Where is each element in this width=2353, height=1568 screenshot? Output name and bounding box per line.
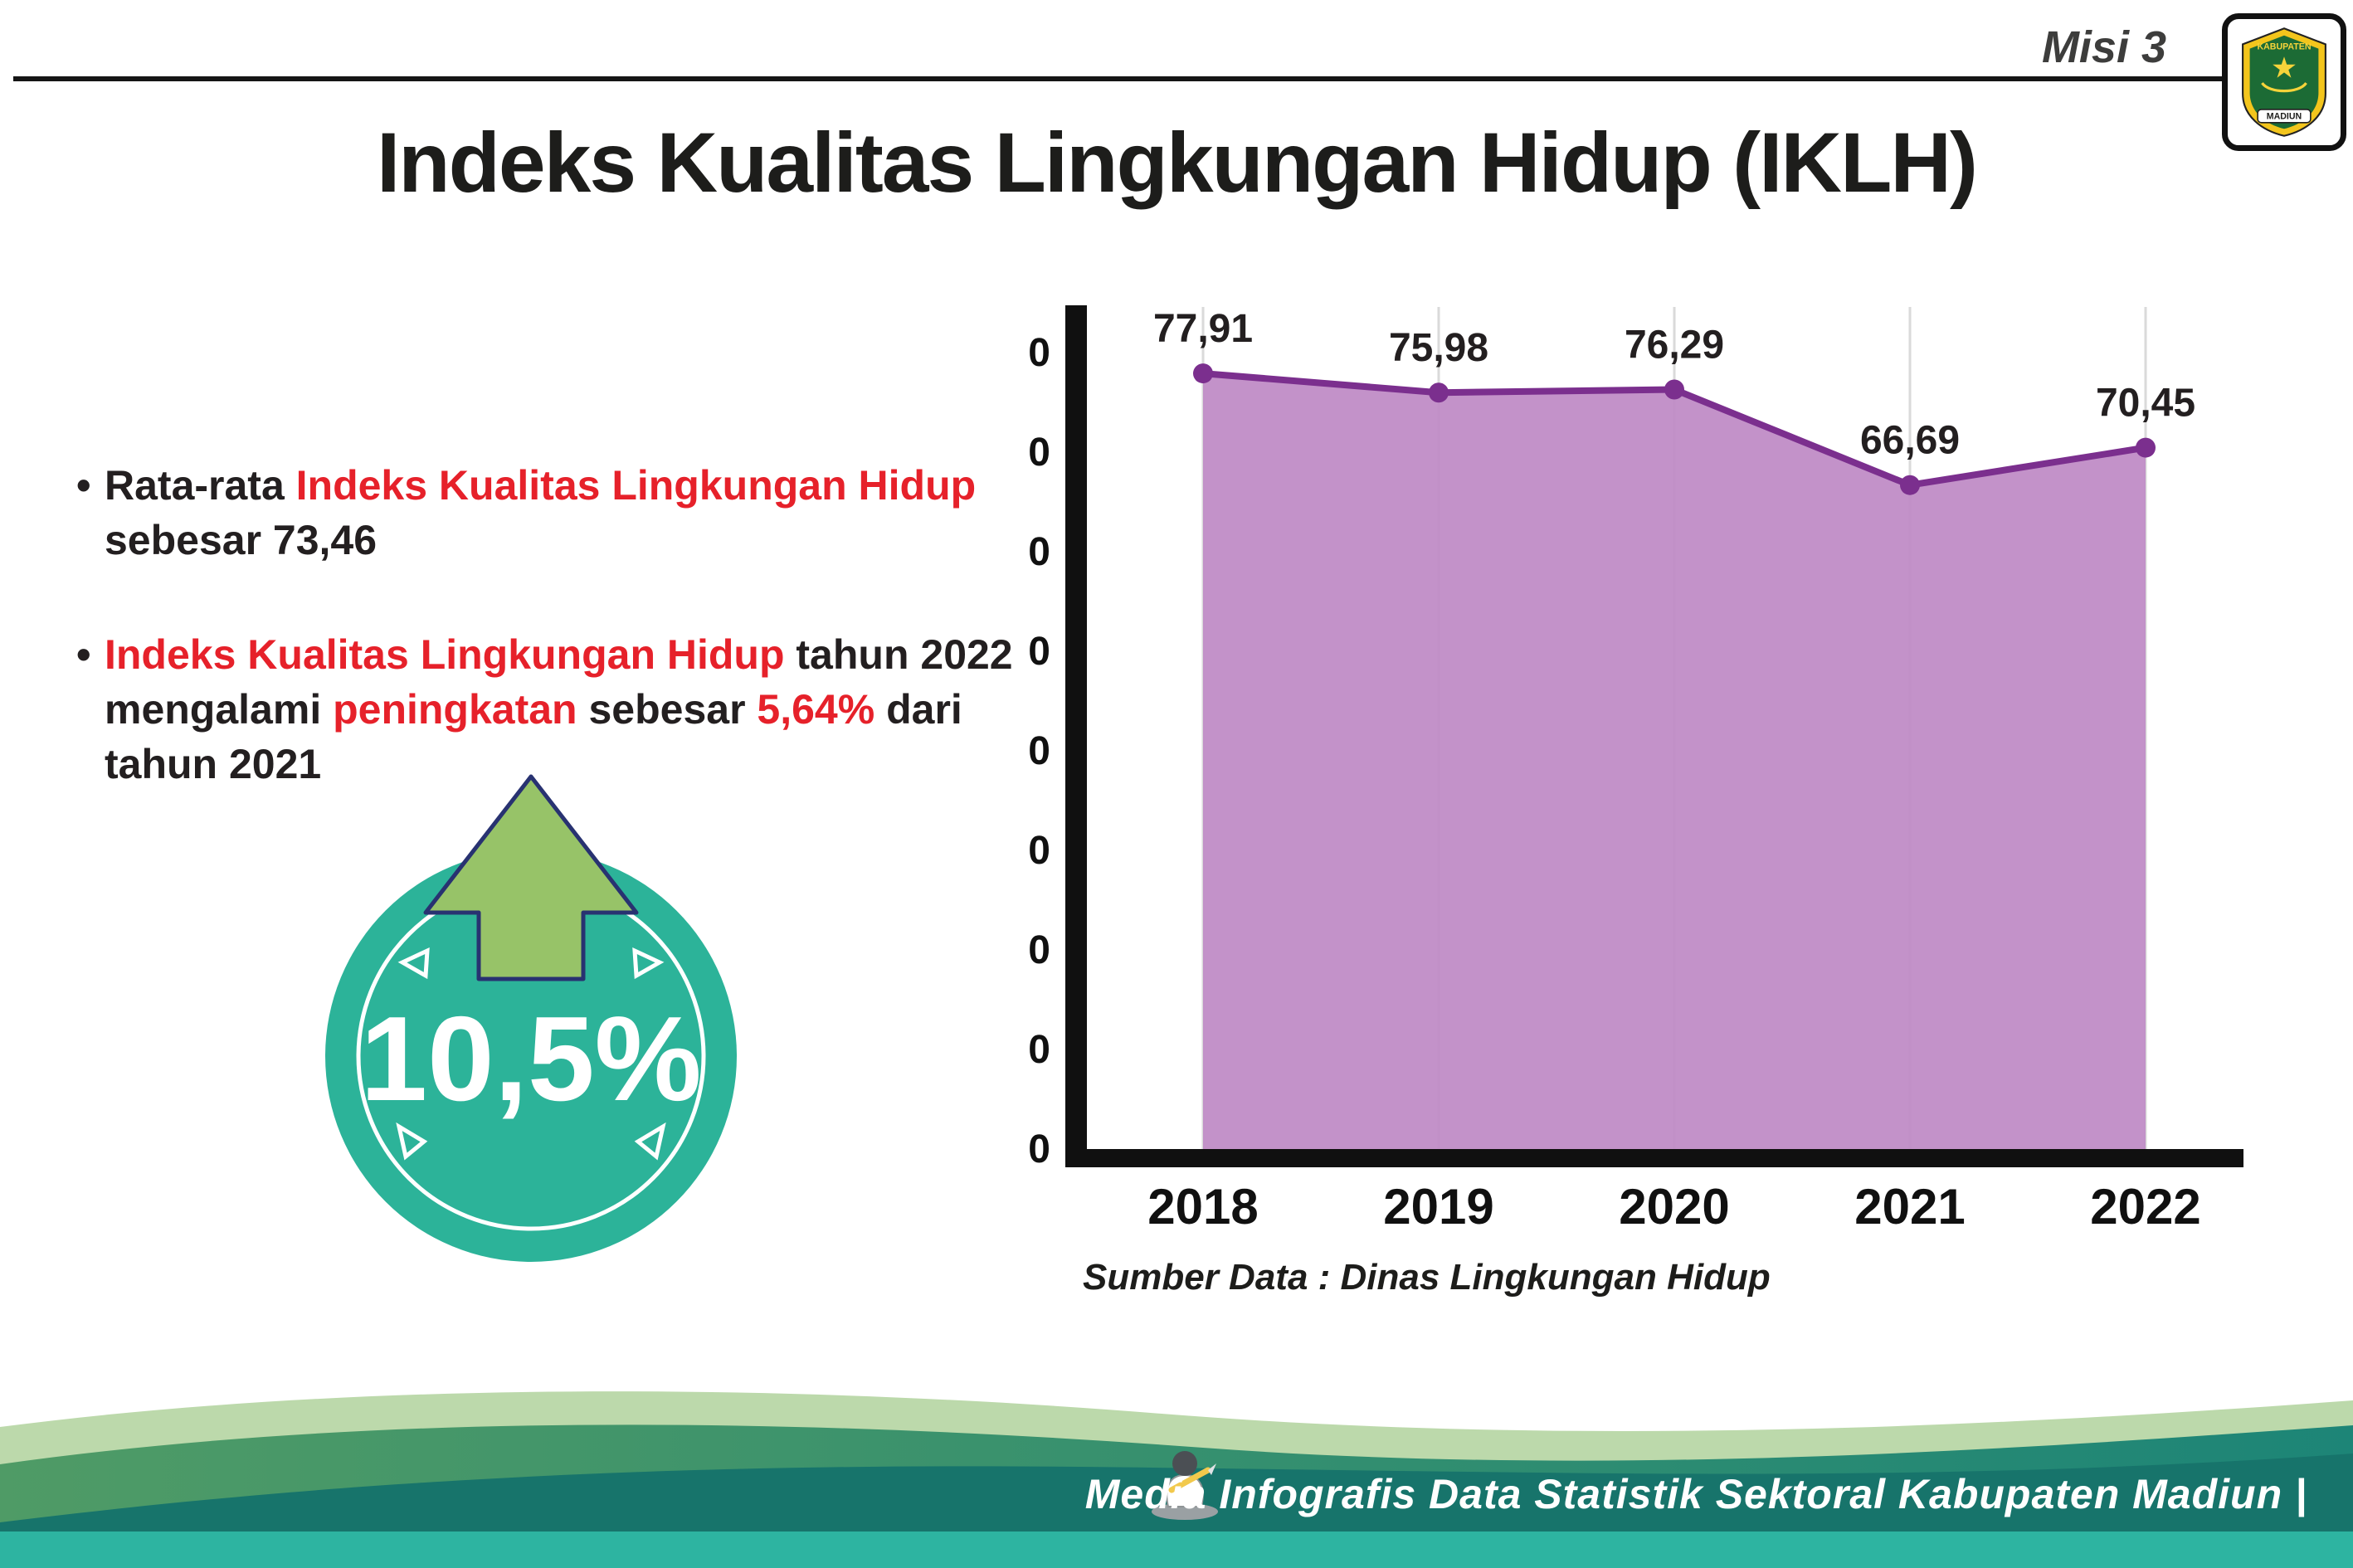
- bullet-text-segment: dari tahun 2021: [105, 686, 962, 787]
- misi-label: Misi 3: [2041, 22, 2166, 72]
- y-tick-label: 50: [1029, 630, 1050, 674]
- value-label: 76,29: [1625, 324, 1724, 368]
- crest-bottom-text: MADIUN: [2267, 112, 2302, 122]
- bullet-dot: •: [76, 631, 91, 678]
- x-tick-label: 2019: [1383, 1179, 1493, 1234]
- source-note: Sumber Data : Dinas Lingkungan Hidup: [1083, 1257, 1771, 1298]
- y-tick-label: 80: [1029, 331, 1050, 375]
- crest-top-text: KABUPATEN: [2257, 42, 2311, 52]
- writing-person-icon: [1152, 1451, 1218, 1520]
- kabupaten-madiun-crest-icon: KABUPATEN MADIUN: [2242, 27, 2326, 137]
- header-rule: [13, 76, 2227, 81]
- y-tick-label: 30: [1029, 829, 1050, 873]
- bullet-text-segment: 5,64%: [757, 686, 875, 733]
- y-tick-label: 60: [1029, 530, 1050, 574]
- bullet-dot: •: [76, 462, 91, 509]
- y-tick-label: 0: [1029, 1127, 1050, 1171]
- x-tick-label: 2021: [1854, 1179, 1965, 1234]
- bullet-text-segment: peningkatan: [333, 686, 577, 733]
- page-title: Indeks Kualitas Lingkungan Hidup (IKLH): [376, 115, 1978, 210]
- iklh-chart-svg: 77,91 75,98 76,29 66,69 70,45 0 10 20 30 40 50 60 70…: [1006, 305, 2243, 1234]
- data-point: [2136, 437, 2156, 458]
- x-axis: [1065, 1149, 2243, 1167]
- badge-ring-triangle: [632, 947, 665, 980]
- value-label: 77,91: [1153, 307, 1253, 351]
- y-tick-label: 20: [1029, 928, 1050, 972]
- footer-strip: [0, 1531, 2353, 1568]
- key-points: • Rata-rata Indeks Kualitas Lingkungan H…: [76, 458, 1047, 851]
- badge-ring-triangle: [397, 947, 430, 980]
- iklh-chart: 77,91 75,98 76,29 66,69 70,45 0 10 20 30 40 50 60 70…: [1006, 282, 2290, 1278]
- value-label: 75,98: [1389, 326, 1488, 370]
- increase-arrow-icon: [423, 774, 639, 981]
- y-tick-label: 70: [1029, 431, 1050, 475]
- bullet-text: Indeks Kualitas Lingkungan Hidup tahun 2…: [105, 627, 1047, 791]
- bullet-text-segment: Rata-rata: [105, 462, 296, 509]
- value-label: 70,45: [2096, 382, 2195, 426]
- badge-value: 10,5%: [360, 991, 701, 1126]
- value-label: 66,69: [1860, 419, 1960, 463]
- bullet-text-segment: Indeks Kualitas Lingkungan Hidup: [295, 462, 977, 509]
- x-tick-label: 2018: [1147, 1179, 1258, 1234]
- chart-area: [1203, 373, 2146, 1149]
- y-tick-label: 10: [1029, 1028, 1050, 1072]
- footer-credit: Media Infografis Data Statistik Sektoral…: [1084, 1471, 2307, 1517]
- bullet-text-segment: tahun 2022 mengalami: [105, 631, 1013, 733]
- y-tick-label: 40: [1029, 729, 1050, 773]
- bullet-text-segment: sebesar: [577, 686, 758, 733]
- badge-ring-triangle: [396, 1122, 428, 1161]
- x-tick-label: 2022: [2090, 1179, 2200, 1234]
- bullet-item-average: • Rata-rata Indeks Kualitas Lingkungan H…: [76, 458, 1047, 567]
- kabupaten-madiun-logo: KABUPATEN MADIUN: [2222, 13, 2346, 151]
- bullet-text-segment: Indeks Kualitas Lingkungan Hidup: [105, 631, 785, 678]
- badge-ring-triangle: [634, 1122, 666, 1161]
- x-tick-label: 2020: [1619, 1179, 1729, 1234]
- bullet-text-segment: sebesar 73,46: [105, 517, 378, 563]
- data-point: [1193, 363, 1213, 384]
- data-point: [1900, 475, 1920, 495]
- y-axis: [1065, 305, 1087, 1167]
- increase-badge: 10,5%: [319, 770, 743, 1268]
- data-point: [1429, 382, 1449, 403]
- bullet-item-increase: • Indeks Kualitas Lingkungan Hidup tahun…: [76, 627, 1047, 791]
- increase-badge-graphic: 10,5%: [325, 774, 737, 1262]
- bullet-text: Rata-rata Indeks Kualitas Lingkungan Hid…: [105, 458, 1047, 567]
- data-point: [1664, 379, 1684, 400]
